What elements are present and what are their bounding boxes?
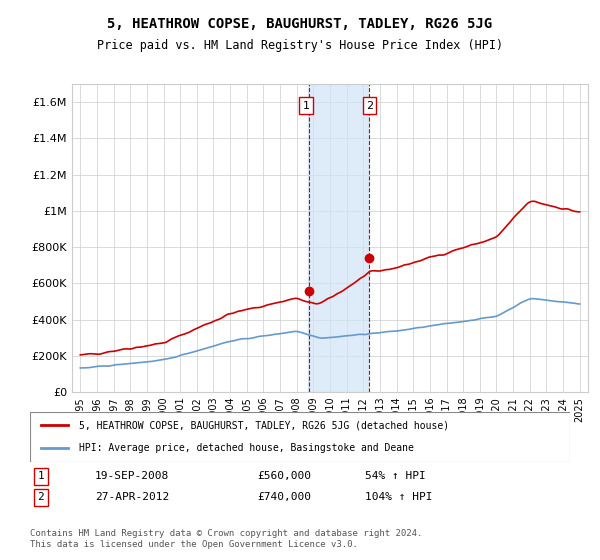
Text: 5, HEATHROW COPSE, BAUGHURST, TADLEY, RG26 5JG: 5, HEATHROW COPSE, BAUGHURST, TADLEY, RG… bbox=[107, 17, 493, 31]
Text: 1: 1 bbox=[37, 471, 44, 481]
Text: 104% ↑ HPI: 104% ↑ HPI bbox=[365, 492, 432, 502]
Text: Price paid vs. HM Land Registry's House Price Index (HPI): Price paid vs. HM Land Registry's House … bbox=[97, 39, 503, 52]
Text: £560,000: £560,000 bbox=[257, 471, 311, 481]
Text: 2: 2 bbox=[366, 101, 373, 111]
Text: 1: 1 bbox=[302, 101, 310, 111]
Text: 2: 2 bbox=[37, 492, 44, 502]
Text: Contains HM Land Registry data © Crown copyright and database right 2024.
This d: Contains HM Land Registry data © Crown c… bbox=[30, 529, 422, 549]
Text: 54% ↑ HPI: 54% ↑ HPI bbox=[365, 471, 425, 481]
FancyBboxPatch shape bbox=[30, 412, 570, 462]
Text: 5, HEATHROW COPSE, BAUGHURST, TADLEY, RG26 5JG (detached house): 5, HEATHROW COPSE, BAUGHURST, TADLEY, RG… bbox=[79, 420, 449, 430]
Text: 27-APR-2012: 27-APR-2012 bbox=[95, 492, 169, 502]
Text: HPI: Average price, detached house, Basingstoke and Deane: HPI: Average price, detached house, Basi… bbox=[79, 444, 413, 454]
Text: £740,000: £740,000 bbox=[257, 492, 311, 502]
Bar bbox=[308, 84, 368, 392]
Text: 19-SEP-2008: 19-SEP-2008 bbox=[95, 471, 169, 481]
